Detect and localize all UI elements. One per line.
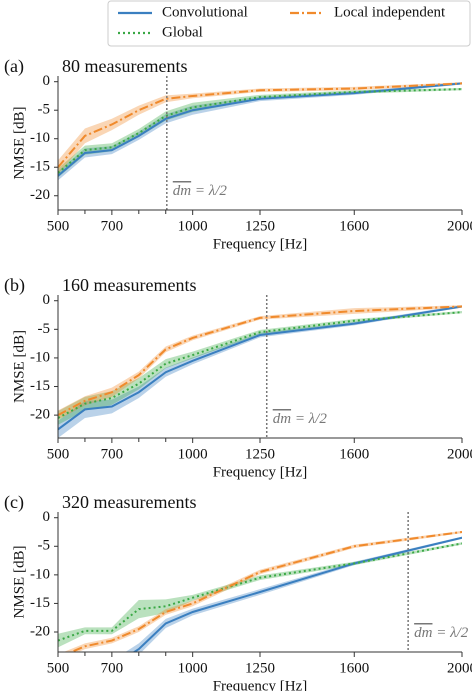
series-line <box>68 531 462 652</box>
band <box>63 530 462 652</box>
x-axis-label: Frequency [Hz] <box>213 236 308 252</box>
series-line <box>58 82 462 177</box>
x-tick-label: 500 <box>47 218 70 234</box>
series-line <box>58 88 462 174</box>
x-tick-label: 1600 <box>339 446 369 462</box>
y-tick-label: -5 <box>38 321 51 337</box>
band <box>58 311 462 425</box>
y-tick-label: -10 <box>30 130 50 146</box>
band <box>58 82 462 175</box>
band <box>58 305 462 438</box>
x-tick-label: 1000 <box>178 218 208 234</box>
y-tick-label: -15 <box>30 595 50 611</box>
y-axis-label: NMSE [dB] <box>11 330 27 403</box>
x-tick-label: 1000 <box>178 660 208 676</box>
panel-title: 320 measurements <box>62 492 196 512</box>
series-line <box>132 536 462 652</box>
plot-area <box>58 82 462 181</box>
annotation: dm = λ/2 <box>273 411 328 427</box>
y-axis-label: NMSE [dB] <box>11 546 27 619</box>
annotation-var: dm <box>173 183 192 199</box>
band <box>58 87 462 178</box>
legend-label: Convolutional <box>162 4 248 20</box>
legend-label: Global <box>162 24 203 40</box>
series-line <box>58 305 462 431</box>
x-tick-label: 2000 <box>447 660 472 676</box>
x-tick-label: 1000 <box>178 446 208 462</box>
y-tick-label: -10 <box>30 349 50 365</box>
x-axis-label: Frequency [Hz] <box>213 678 308 691</box>
annotation: dm = λ/2 <box>414 625 469 641</box>
x-tick-label: 700 <box>101 218 124 234</box>
annotation-var: dm <box>273 411 292 427</box>
series-line <box>58 305 462 417</box>
panel-label: (b) <box>4 275 25 296</box>
y-tick-label: -15 <box>30 378 50 394</box>
y-tick-label: 0 <box>43 509 51 525</box>
legend-box <box>107 0 471 47</box>
x-tick-label: 1250 <box>245 446 275 462</box>
x-tick-label: 500 <box>47 660 70 676</box>
x-tick-label: 2000 <box>447 446 472 462</box>
y-tick-label: -5 <box>38 102 51 118</box>
y-tick-label: -10 <box>30 566 50 582</box>
panel-label: (a) <box>4 56 24 77</box>
plot-area <box>58 305 462 438</box>
x-tick-label: 700 <box>101 660 124 676</box>
y-tick-label: -5 <box>38 538 51 554</box>
series-line <box>58 82 462 168</box>
x-tick-label: 1600 <box>339 218 369 234</box>
panel-title: 160 measurements <box>62 275 196 295</box>
legend-label: Local independent <box>334 4 446 20</box>
annotation-rest: = λ/2 <box>291 411 327 427</box>
x-tick-label: 700 <box>101 446 124 462</box>
x-tick-label: 2000 <box>447 218 472 234</box>
x-tick-label: 1600 <box>339 660 369 676</box>
panel-title: 80 measurements <box>62 56 187 76</box>
x-tick-label: 1250 <box>245 660 275 676</box>
y-tick-label: -20 <box>30 187 50 203</box>
y-tick-label: 0 <box>43 292 51 308</box>
x-axis-label: Frequency [Hz] <box>213 464 308 480</box>
plot-area <box>58 530 462 652</box>
annotation-var: dm <box>414 625 433 641</box>
y-axis-label: NMSE [dB] <box>11 107 27 180</box>
y-tick-label: -15 <box>30 159 50 175</box>
panel-label: (c) <box>4 492 24 513</box>
annotation-rest: = λ/2 <box>432 625 468 641</box>
annotation-rest: = λ/2 <box>191 183 227 199</box>
x-tick-label: 500 <box>47 446 70 462</box>
y-tick-label: 0 <box>43 73 51 89</box>
x-tick-label: 1250 <box>245 218 275 234</box>
annotation: dm = λ/2 <box>173 183 228 199</box>
band <box>58 542 462 648</box>
y-tick-label: -20 <box>30 407 50 423</box>
y-tick-label: -20 <box>30 623 50 639</box>
